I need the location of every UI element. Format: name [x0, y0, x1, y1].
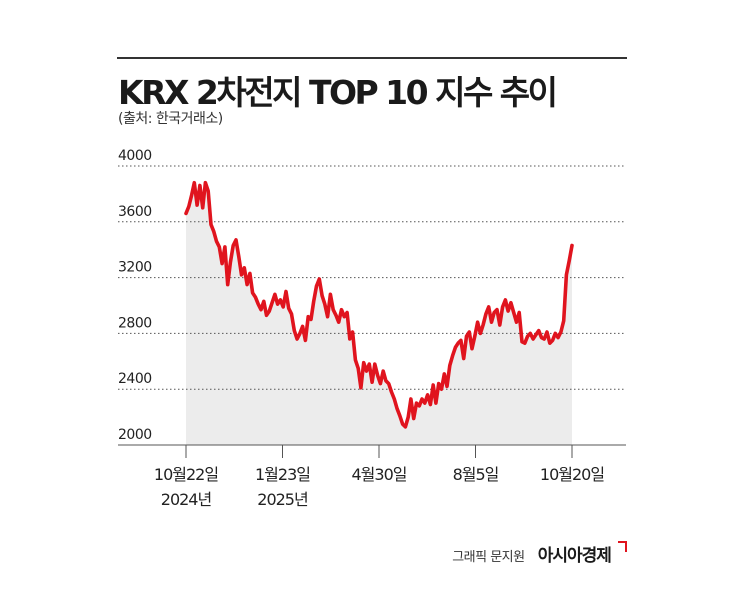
graphic-credit: 그래픽 문지원 [452, 550, 525, 565]
credit-line: 그래픽 문지원 아시아경제 [452, 541, 627, 566]
x-tick-label: 1월23일 [255, 465, 310, 484]
y-tick-label: 3200 [118, 260, 152, 276]
brand-mark-icon [618, 541, 627, 552]
y-tick-label: 3600 [118, 204, 152, 220]
y-tick-label: 2000 [118, 427, 152, 443]
x-tick-label: 4월30일 [352, 465, 407, 484]
y-tick-label: 2400 [118, 371, 152, 387]
top-rule [117, 57, 627, 59]
x-tick-sublabel: 2025년 [257, 490, 308, 509]
x-tick-label: 10월20일 [540, 465, 604, 484]
series-line [184, 180, 574, 429]
x-tick-label: 10월22일 [154, 465, 218, 484]
source-note: (출처: 한국거래소) [118, 111, 223, 127]
chart-title: KRX 2차전지 TOP 10 지수 추이 [118, 73, 558, 112]
y-tick-label: 2800 [118, 315, 152, 331]
x-tick-label: 8월5일 [453, 465, 499, 484]
area-fill [186, 182, 572, 445]
brand-logo: 아시아경제 [537, 546, 612, 566]
x-tick-sublabel: 2024년 [161, 490, 212, 509]
y-tick-label: 4000 [118, 148, 152, 164]
